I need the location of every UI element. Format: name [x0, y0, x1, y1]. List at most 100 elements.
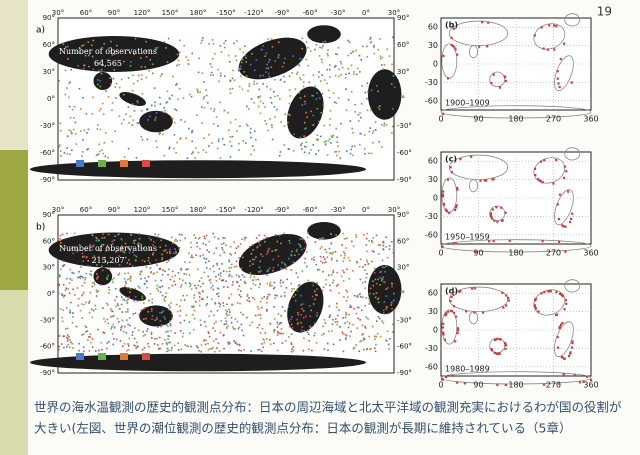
obs-dot: [96, 276, 99, 279]
obs-dot: [94, 258, 97, 261]
obs-dot: [120, 303, 123, 306]
obs-dot: [81, 155, 83, 157]
obs-dot: [340, 73, 342, 76]
obs-dot: [144, 277, 146, 280]
obs-dot: [325, 251, 328, 254]
obs-dot: [311, 258, 313, 260]
obs-dot: [370, 109, 372, 111]
obs-dot: [380, 270, 383, 273]
obs-dot: [307, 333, 310, 336]
obs-dot: [246, 125, 249, 127]
obs-dot: [355, 49, 357, 52]
obs-dot: [213, 108, 216, 110]
obs-dot: [58, 292, 60, 295]
panel-label: (c): [445, 155, 457, 164]
obs-dot: [266, 301, 268, 304]
obs-dot: [356, 306, 359, 309]
obs-dot: [266, 296, 269, 298]
obs-dot: [83, 281, 86, 284]
obs-dot: [228, 259, 230, 261]
obs-dot: [388, 245, 391, 247]
station-dot: [568, 220, 572, 224]
obs-dot: [91, 112, 94, 115]
obs-dot: [124, 242, 127, 245]
obs-dot: [223, 323, 226, 326]
obs-dot: [197, 346, 199, 349]
obs-dot: [355, 236, 358, 238]
obs-dot: [359, 278, 362, 281]
obs-dot: [231, 77, 234, 80]
obs-dot: [268, 58, 271, 61]
obs-dot: [280, 267, 282, 270]
obs-dot: [202, 149, 205, 151]
obs-dot: [128, 296, 130, 299]
obs-dot: [391, 285, 393, 288]
obs-dot: [245, 61, 248, 63]
obs-dot: [258, 324, 261, 326]
obs-dot: [340, 122, 342, 125]
obs-dot: [393, 44, 396, 47]
station-dot: [452, 44, 455, 48]
obs-dot: [98, 69, 100, 72]
obs-dot: [70, 149, 73, 152]
obs-dot: [370, 240, 373, 242]
lon-label: 30°: [52, 9, 64, 17]
obs-dot: [352, 132, 354, 134]
obs-dot: [244, 54, 247, 57]
obs-dot: [267, 67, 270, 70]
obs-dot: [348, 72, 350, 75]
station-dot: [589, 378, 593, 382]
obs-dot: [233, 266, 236, 268]
obs-dot: [332, 271, 334, 274]
obs-dot: [212, 265, 215, 267]
obs-dot: [79, 275, 82, 278]
obs-dot: [60, 268, 62, 271]
obs-dot: [175, 109, 178, 112]
obs-dot: [296, 289, 299, 292]
obs-dot: [374, 296, 377, 299]
obs-dot: [58, 284, 60, 287]
obs-dot: [175, 250, 177, 253]
obs-dot: [202, 137, 205, 139]
station-dot: [450, 36, 453, 40]
obs-dot: [233, 42, 235, 45]
obs-dot: [260, 306, 263, 309]
obs-dot: [80, 266, 82, 268]
station-dot: [541, 181, 544, 184]
y-tick-label: 30: [428, 175, 438, 184]
obs-dot: [219, 74, 222, 77]
obs-dot: [190, 254, 193, 257]
obs-dot: [89, 335, 92, 338]
obs-dot: [305, 111, 308, 114]
obs-dot: [178, 88, 181, 90]
obs-dot: [266, 310, 268, 312]
obs-dot: [342, 251, 345, 253]
obs-dot: [377, 48, 380, 51]
obs-dot: [344, 316, 347, 319]
obs-dot: [314, 298, 316, 301]
obs-dot: [203, 257, 206, 260]
obs-dot: [284, 310, 286, 312]
obs-dot: [372, 284, 375, 287]
obs-dot: [133, 299, 135, 302]
obs-dot: [346, 320, 349, 323]
obs-dot: [122, 93, 125, 96]
obs-dot: [301, 308, 303, 310]
obs-dot: [197, 237, 200, 240]
obs-dot: [227, 111, 229, 114]
obs-dot: [129, 280, 132, 282]
obs-dot: [245, 236, 247, 239]
obs-dot: [322, 286, 325, 289]
obs-dot: [143, 347, 146, 349]
obs-dot: [369, 127, 372, 129]
obs-dot: [115, 296, 118, 298]
station-dot: [456, 332, 459, 335]
obs-dot: [240, 349, 242, 352]
obs-dot: [212, 42, 215, 45]
obs-dot: [212, 327, 214, 329]
obs-dot: [254, 284, 257, 286]
obs-dot: [106, 276, 108, 279]
obs-dot: [224, 317, 227, 319]
y-tick-label: 30: [428, 41, 438, 50]
land: [238, 37, 307, 80]
